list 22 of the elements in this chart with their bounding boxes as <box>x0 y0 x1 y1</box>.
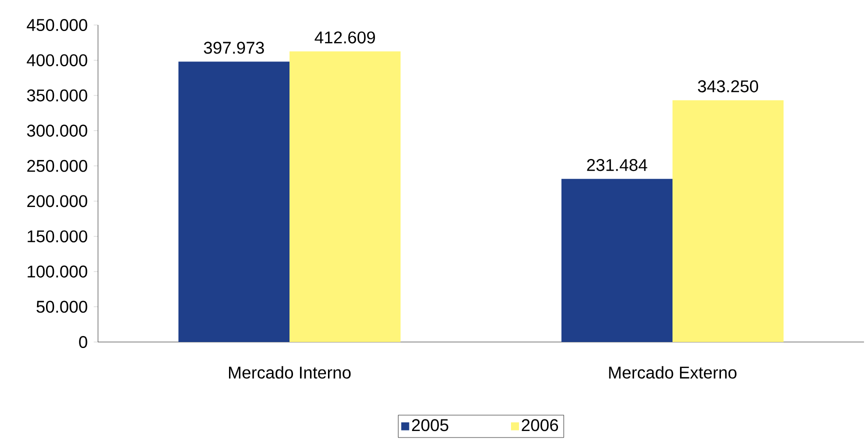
y-tick-label: 350.000 <box>27 89 88 102</box>
bar <box>290 51 401 342</box>
legend-label: 2006 <box>522 419 558 432</box>
legend-label: 2005 <box>412 419 448 432</box>
data-label: 343.250 <box>698 80 758 92</box>
y-tick-label: 250.000 <box>27 160 88 172</box>
y-tick-label: 150.000 <box>28 230 88 242</box>
x-tick-label: Mercado Interno <box>229 366 351 379</box>
y-tick-label: 400.000 <box>26 54 88 66</box>
y-tick-label: 50.000 <box>36 300 88 313</box>
data-label: 231.484 <box>587 159 648 172</box>
bar <box>178 62 290 342</box>
data-label: 412.609 <box>314 31 375 44</box>
bar <box>672 100 784 342</box>
y-tick-label: 100.000 <box>28 266 88 278</box>
y-tick-label: 450.000 <box>26 18 88 32</box>
y-tick-label: 300.000 <box>27 124 88 137</box>
x-tick-label: Mercado Externo <box>609 366 736 379</box>
data-label: 397.973 <box>204 42 264 54</box>
y-tick-label: 0 <box>79 336 88 348</box>
y-tick-label: 200.000 <box>27 195 88 208</box>
bar <box>561 178 673 342</box>
